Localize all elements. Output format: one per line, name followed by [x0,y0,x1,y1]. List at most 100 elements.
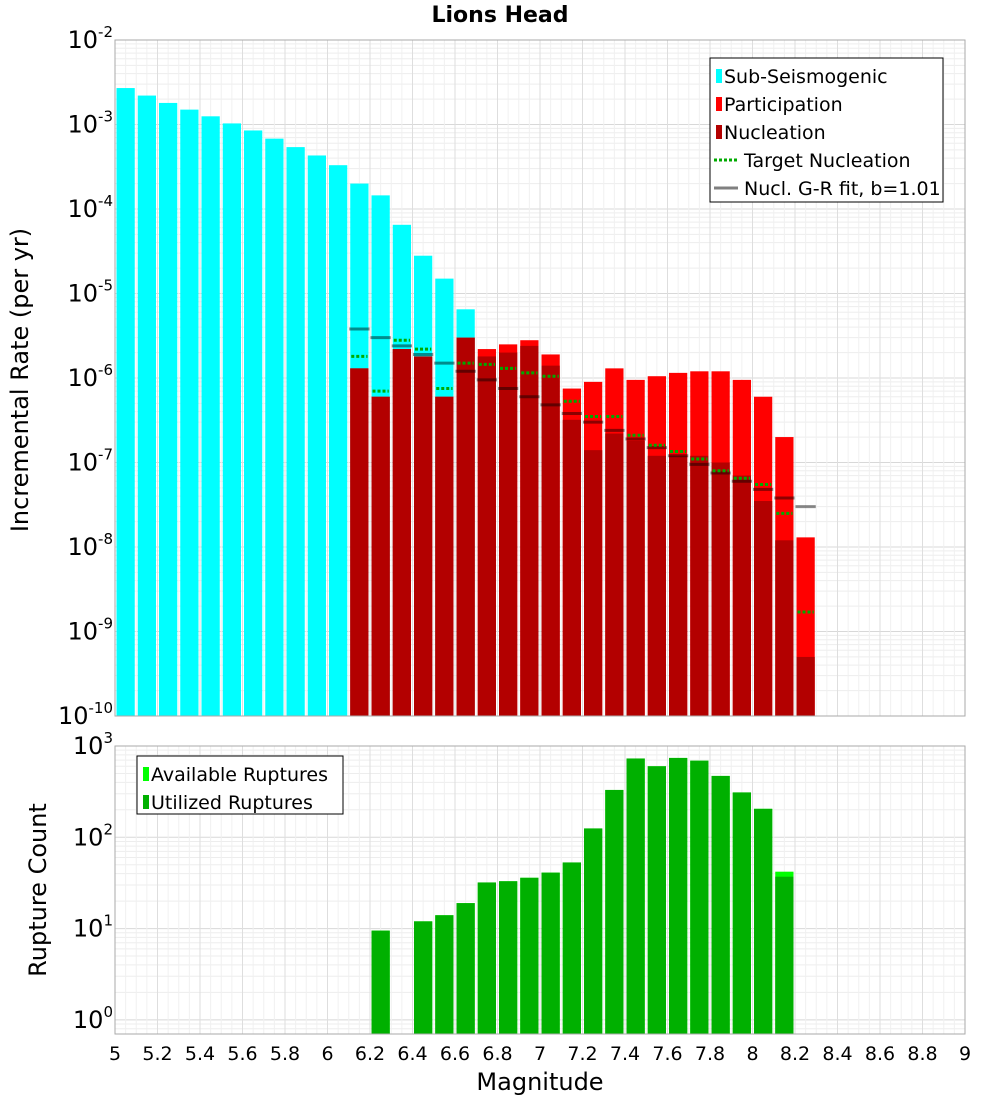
nucleation-bar [669,455,688,716]
legend-swatch [716,97,722,111]
utilized-ruptures-bar [605,789,624,1034]
legend-swatch [143,767,149,781]
top-bars [116,88,815,717]
nucleation-bar [414,356,433,716]
utilized-ruptures-bar [647,766,666,1034]
x-tick-label: 6.2 [355,1043,385,1065]
x-tick-label: 5.2 [142,1043,172,1065]
utilized-ruptures-bar [690,760,709,1034]
y-tick-label: 10-4 [67,192,113,223]
nucleation-bar [584,450,603,716]
utilized-ruptures-bar [732,792,751,1034]
nucleation-bar [456,337,475,716]
y-tick-label: 101 [73,912,113,943]
legend-swatch [143,795,149,809]
y-tick-label: 10-10 [58,699,113,730]
nucleation-bar [732,475,751,716]
legend-label: Participation [724,94,843,116]
sub-seismogenic-bar [329,165,348,717]
nucleation-bar [562,419,581,716]
nucleation-bar [605,433,624,716]
legend-box [709,57,944,203]
sub-seismogenic-bar [137,95,156,716]
x-tick-label: 5.8 [270,1043,300,1065]
sub-seismogenic-bar [286,147,305,716]
top-segments [349,327,816,614]
bottom-y-ticks: 103 102 101 100 [73,729,113,1034]
nucleation-bar [690,455,709,716]
utilized-ruptures-bar [414,921,433,1034]
bottom-y-axis-label: Rupture Count [24,803,52,977]
bottom-plot-frame [114,745,966,1035]
y-tick-label: 10-8 [67,530,113,561]
bottom-bars [371,757,794,1034]
nucleation-bar [477,356,496,716]
y-tick-label: 100 [73,1003,113,1034]
sub-seismogenic-bar [244,130,263,716]
x-tick-label: 5 [109,1043,121,1065]
legend-label: Available Ruptures [151,764,328,786]
x-tick-label: 7.6 [652,1043,682,1065]
sub-seismogenic-bar [180,109,199,716]
legend-swatch [716,69,722,83]
utilized-ruptures-bar [477,882,496,1034]
nucleation-bar [350,368,369,716]
legend-label: Target Nucleation [743,150,911,172]
x-tick-label: 5.6 [227,1043,257,1065]
y-tick-label: 10-6 [67,361,113,392]
y-tick-label: 10-5 [67,277,113,308]
bottom-legend: Available Ruptures Utilized Ruptures [136,755,344,815]
y-tick-label: 10-2 [67,23,113,54]
x-tick-label: 8 [746,1043,758,1065]
nucleation-bar [796,656,815,716]
utilized-ruptures-bar [499,881,518,1034]
nucleation-bar [711,462,730,716]
nucleation-bar [392,349,411,716]
utilized-ruptures-bar [562,862,581,1034]
utilized-ruptures-bar [669,757,688,1034]
top-legend: Sub-Seismogenic Participation Nucleation Ta… [709,57,944,203]
y-tick-label: 10-9 [67,615,113,646]
y-tick-label: 10-3 [67,108,113,139]
x-tick-label: 7 [534,1043,546,1065]
x-tick-labels: 5 5.2 5.4 5.6 5.8 6 6.2 6.4 6.6 6.8 7 7.2 7.4 7.6 7.8 8… [109,1043,971,1065]
legend-swatch [716,125,722,139]
x-tick-label: 7.4 [610,1043,640,1065]
y-tick-label: 103 [73,729,113,760]
utilized-ruptures-bar [711,775,730,1034]
top-plot-frame [114,39,966,717]
sub-seismogenic-bar [222,123,241,716]
utilized-ruptures-bar [541,872,560,1034]
nucleation-bar [647,455,666,716]
legend-label: Nucl. G-R fit, b=1.01 [744,178,941,200]
chart-title: Lions Head [431,3,568,28]
nucleation-bar [541,365,560,716]
x-tick-label: 8.8 [907,1043,937,1065]
utilized-ruptures-bar [435,915,454,1034]
nucleation-bar [371,396,390,716]
utilized-ruptures-bar [371,930,390,1034]
utilized-ruptures-bar [584,828,603,1034]
sub-seismogenic-bar [307,155,326,716]
legend-label: Utilized Ruptures [151,792,313,814]
x-tick-label: 9 [959,1043,971,1065]
utilized-ruptures-bar [626,758,645,1034]
utilized-ruptures-bar [456,903,475,1034]
sub-seismogenic-bar [265,138,284,716]
nucleation-bar [520,345,539,716]
nucleation-bar [754,501,773,716]
x-tick-label: 8.4 [822,1043,852,1065]
legend-box [136,755,344,815]
x-tick-label: 8.2 [780,1043,810,1065]
x-tick-label: 6 [321,1043,333,1065]
y-tick-label: 102 [73,820,113,851]
x-tick-label: 5.4 [185,1043,215,1065]
x-tick-label: 8.6 [865,1043,895,1065]
nucleation-bar [499,352,518,716]
sub-seismogenic-bar [159,102,178,717]
x-tick-label: 6.8 [482,1043,512,1065]
x-tick-label: 6.4 [397,1043,427,1065]
utilized-ruptures-bar [520,877,539,1034]
x-tick-label: 6.6 [440,1043,470,1065]
